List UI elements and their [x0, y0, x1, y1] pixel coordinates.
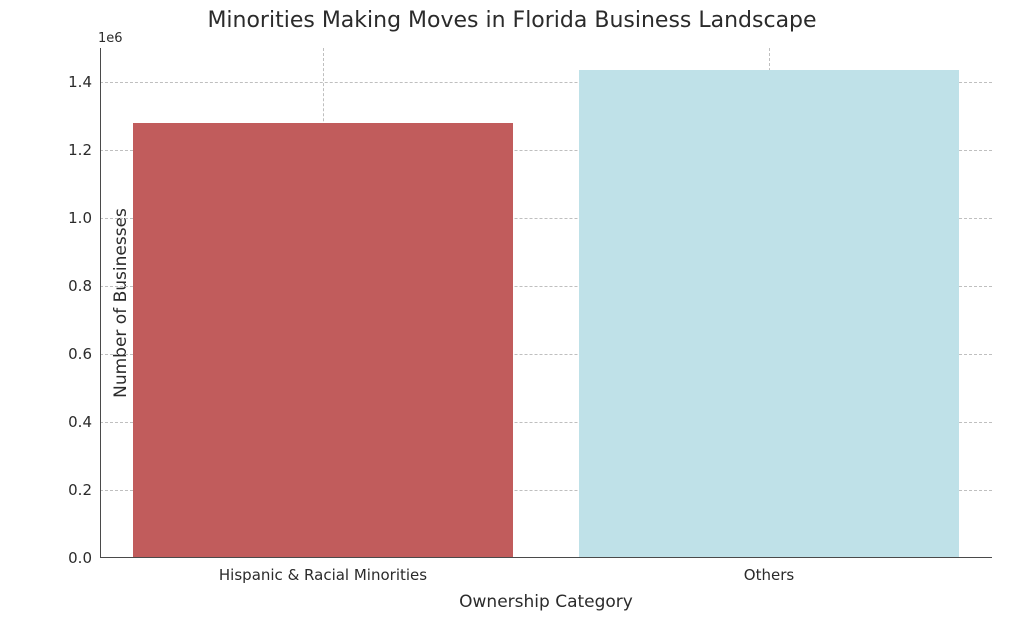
y-tick-label: 0.0: [68, 549, 100, 567]
axis-spine-bottom: [100, 557, 992, 558]
axis-spine-left: [100, 48, 101, 558]
y-tick-label: 0.4: [68, 413, 100, 431]
plot-area: 1e6 Number of Businesses Ownership Categ…: [100, 48, 992, 558]
y-tick-label: 1.4: [68, 73, 100, 91]
bar: [133, 123, 512, 558]
y-axis-offset-text: 1e6: [98, 31, 123, 46]
y-tick-label: 0.8: [68, 277, 100, 295]
x-tick-label: Others: [744, 558, 794, 584]
y-tick-label: 1.0: [68, 209, 100, 227]
figure-container: Minorities Making Moves in Florida Busin…: [0, 0, 1024, 640]
y-tick-label: 0.6: [68, 345, 100, 363]
y-tick-label: 0.2: [68, 481, 100, 499]
bar: [579, 70, 958, 558]
y-tick-label: 1.2: [68, 141, 100, 159]
x-tick-label: Hispanic & Racial Minorities: [219, 558, 427, 584]
chart-title: Minorities Making Moves in Florida Busin…: [0, 8, 1024, 33]
y-axis-label: Number of Businesses: [111, 208, 131, 398]
